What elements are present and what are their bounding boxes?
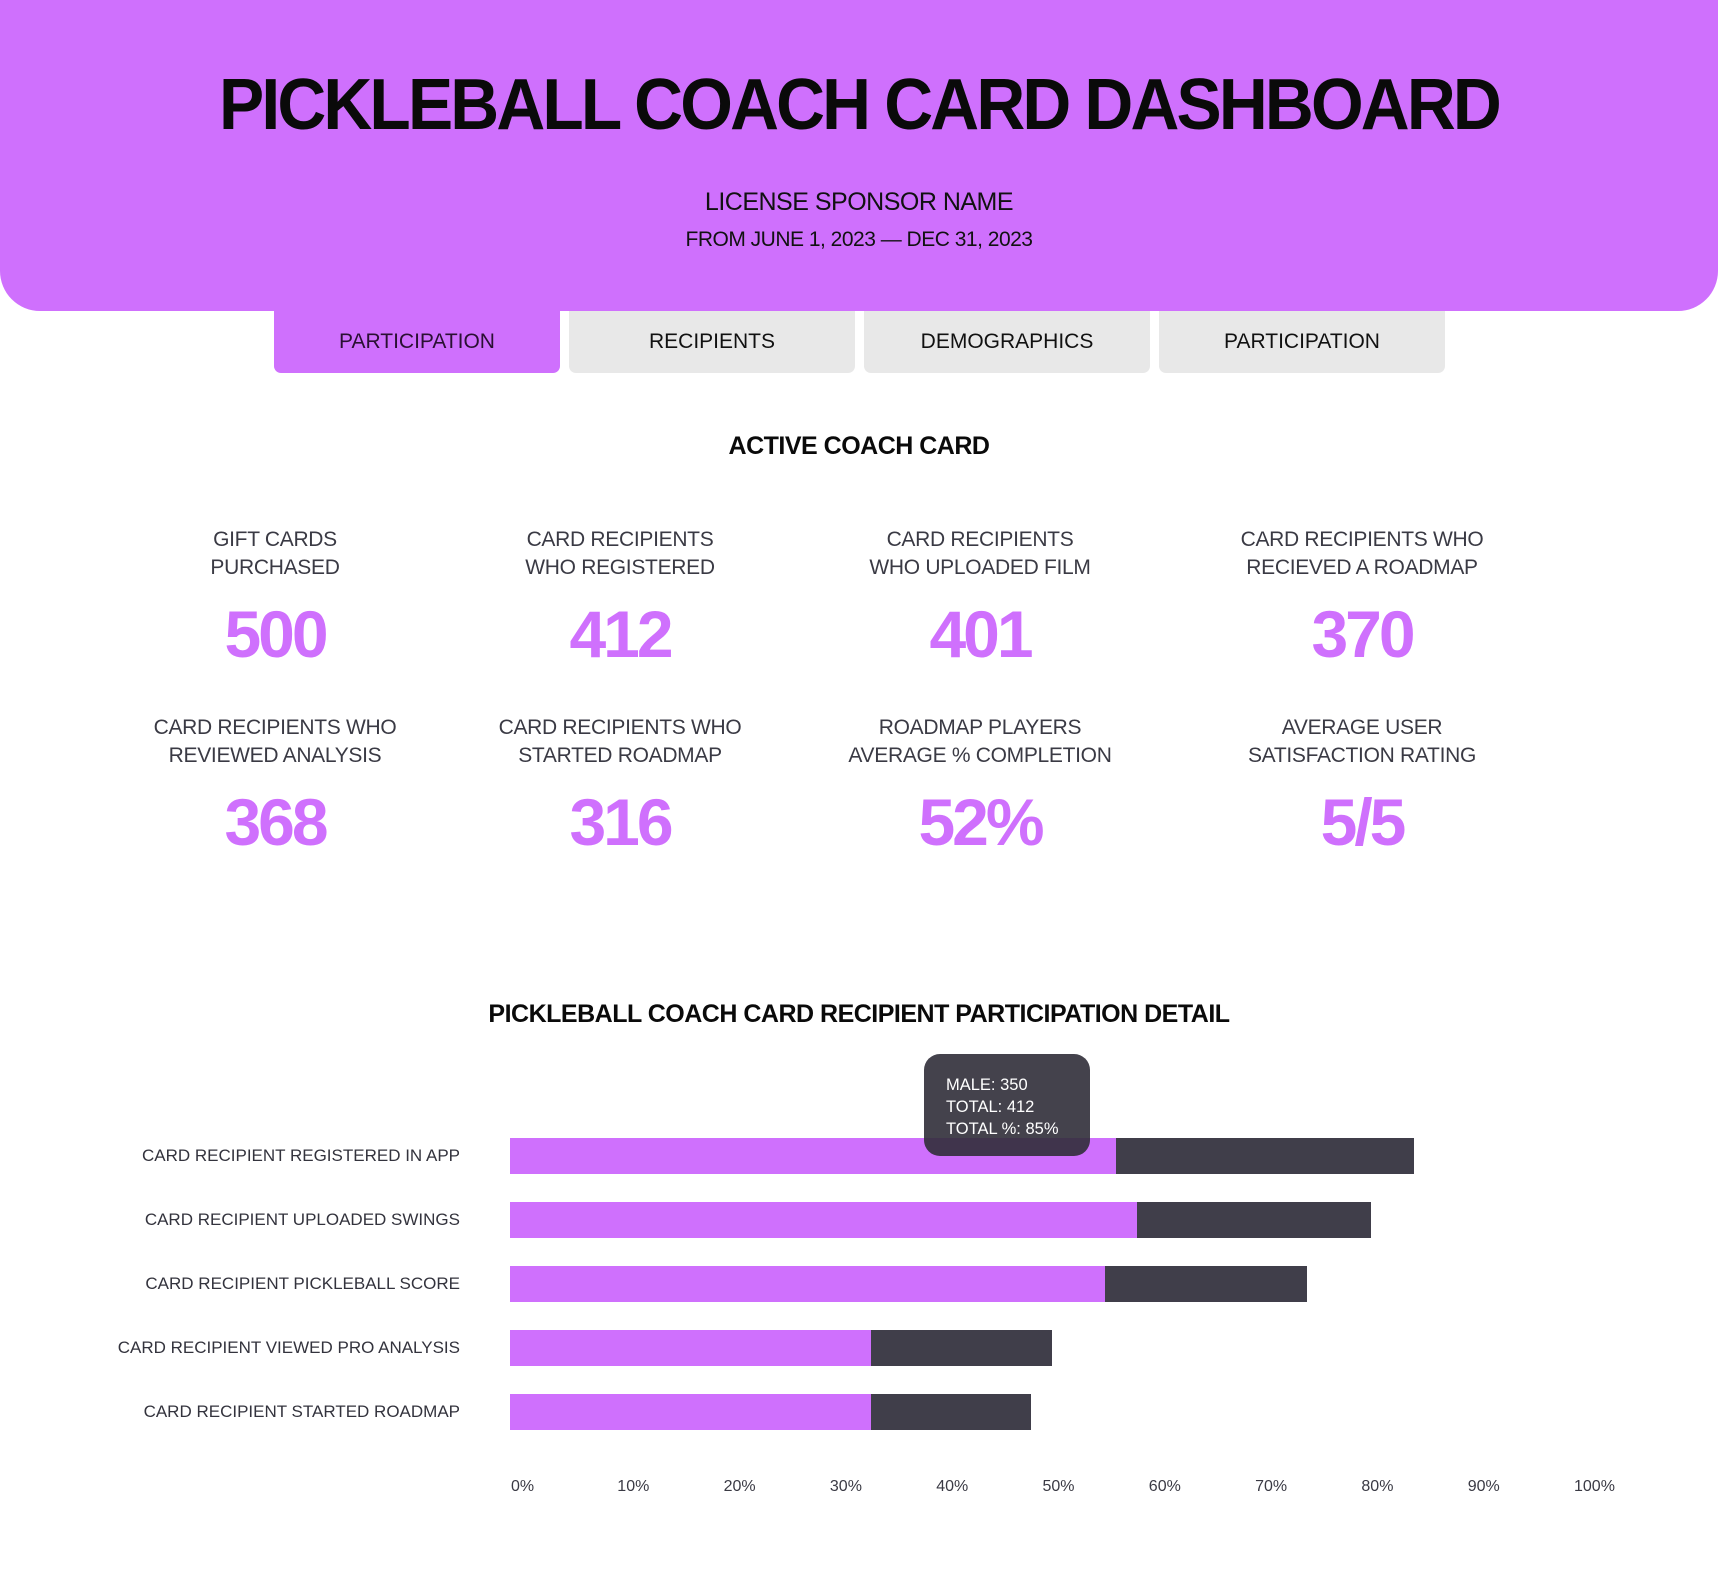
dashboard-header: PICKLEBALL COACH CARD DASHBOARD LICENSE … [0, 0, 1718, 311]
stat-recipients-started-roadmap: CARD RECIPIENTS WHO STARTED ROADMAP 316 [460, 714, 780, 862]
x-tick: 60% [1148, 1478, 1181, 1495]
x-tick: 70% [1255, 1478, 1288, 1495]
chart-row: CARD RECIPIENT UPLOADED SWINGS [0, 1202, 1718, 1238]
stat-gift-cards-purchased: GIFT CARDS PURCHASED 500 [115, 526, 435, 674]
stat-label: AVERAGE USER SATISFACTION RATING [1247, 716, 1477, 767]
stat-value: 401 [929, 597, 1033, 671]
x-tick: 80% [1361, 1478, 1394, 1495]
stat-value: 370 [1311, 597, 1415, 671]
stat-value: 52% [918, 785, 1044, 859]
date-range: FROM JUNE 1, 2023 — DEC 31, 2023 [685, 228, 1033, 251]
row-label: CARD RECIPIENT UPLOADED SWINGS [144, 1210, 460, 1229]
stat-roadmap-completion: ROADMAP PLAYERS AVERAGE % COMPLETION 52% [820, 714, 1140, 862]
stat-label: ROADMAP PLAYERS AVERAGE % COMPLETION [848, 716, 1112, 767]
chart-row: CARD RECIPIENT VIEWED PRO ANALYSIS [0, 1330, 1718, 1366]
chart-row: CARD RECIPIENT PICKLEBALL SCORE [0, 1266, 1718, 1302]
stat-value: 316 [569, 785, 673, 859]
chart-row: CARD RECIPIENT REGISTERED IN APP [0, 1138, 1718, 1174]
bar-tooltip: MALE: 350 TOTAL: 412 TOTAL %: 85% [924, 1054, 1090, 1156]
stat-label: CARD RECIPIENTS WHO REVIEWED ANALYSIS [153, 716, 397, 767]
stat-value: 412 [569, 597, 673, 671]
stat-label: CARD RECIPIENTS WHO STARTED ROADMAP [498, 716, 742, 767]
row-label: CARD RECIPIENT REGISTERED IN APP [141, 1146, 460, 1165]
chart-title: PICKLEBALL COACH CARD RECIPIENT PARTICIP… [488, 1000, 1230, 1028]
stat-label: CARD RECIPIENTS WHO RECIEVED A ROADMAP [1240, 528, 1484, 579]
tab-demographics[interactable]: DEMOGRAPHICS [864, 311, 1150, 373]
stat-value: 368 [224, 785, 328, 859]
page-title: PICKLEBALL COACH CARD DASHBOARD [219, 65, 1502, 145]
chart-row: CARD RECIPIENT STARTED ROADMAP [0, 1394, 1718, 1430]
bar-male[interactable] [510, 1394, 872, 1430]
tab-participation-2[interactable]: PARTICIPATION [1159, 311, 1445, 373]
stat-satisfaction-rating: AVERAGE USER SATISFACTION RATING 5/5 [1202, 714, 1522, 862]
stat-recipients-reviewed-analysis: CARD RECIPIENTS WHO REVIEWED ANALYSIS 36… [115, 714, 435, 862]
tooltip-male: MALE: 350 [946, 1076, 1028, 1094]
tooltip-total-percent: TOTAL %: 85% [946, 1120, 1059, 1138]
stat-label: CARD RECIPIENTS WHO UPLOADED FILM [869, 528, 1091, 579]
x-tick: 20% [723, 1478, 756, 1495]
stat-label: CARD RECIPIENTS WHO REGISTERED [525, 528, 715, 579]
stat-label: GIFT CARDS PURCHASED [210, 528, 340, 579]
bar-male[interactable] [510, 1330, 872, 1366]
bar-male[interactable] [510, 1266, 1106, 1302]
stat-recipients-uploaded-film: CARD RECIPIENTS WHO UPLOADED FILM 401 [820, 526, 1140, 674]
tab-bar: PARTICIPATION RECIPIENTS DEMOGRAPHICS PA… [274, 311, 1445, 373]
row-label: CARD RECIPIENT PICKLEBALL SCORE [145, 1274, 460, 1293]
stat-recipients-received-roadmap: CARD RECIPIENTS WHO RECIEVED A ROADMAP 3… [1202, 526, 1522, 674]
x-tick: 10% [617, 1478, 650, 1495]
row-label: CARD RECIPIENT VIEWED PRO ANALYSIS [117, 1338, 460, 1357]
active-coach-card-title: ACTIVE COACH CARD [728, 432, 990, 460]
bar-male[interactable] [510, 1202, 1138, 1238]
x-tick: 50% [1042, 1478, 1075, 1495]
x-tick: 100% [1574, 1478, 1615, 1495]
tooltip-total: TOTAL: 412 [946, 1098, 1035, 1116]
stat-recipients-registered: CARD RECIPIENTS WHO REGISTERED 412 [460, 526, 780, 674]
stat-value: 5/5 [1320, 785, 1407, 859]
x-tick: 40% [936, 1478, 969, 1495]
license-sponsor-name: LICENSE SPONSOR NAME [704, 188, 1014, 216]
stat-value: 500 [224, 597, 328, 671]
x-tick: 0% [511, 1478, 535, 1495]
tab-participation[interactable]: PARTICIPATION [274, 311, 560, 373]
row-label: CARD RECIPIENT STARTED ROADMAP [143, 1402, 460, 1421]
x-tick: 30% [829, 1478, 862, 1495]
x-tick: 90% [1467, 1478, 1500, 1495]
tab-recipients[interactable]: RECIPIENTS [569, 311, 855, 373]
